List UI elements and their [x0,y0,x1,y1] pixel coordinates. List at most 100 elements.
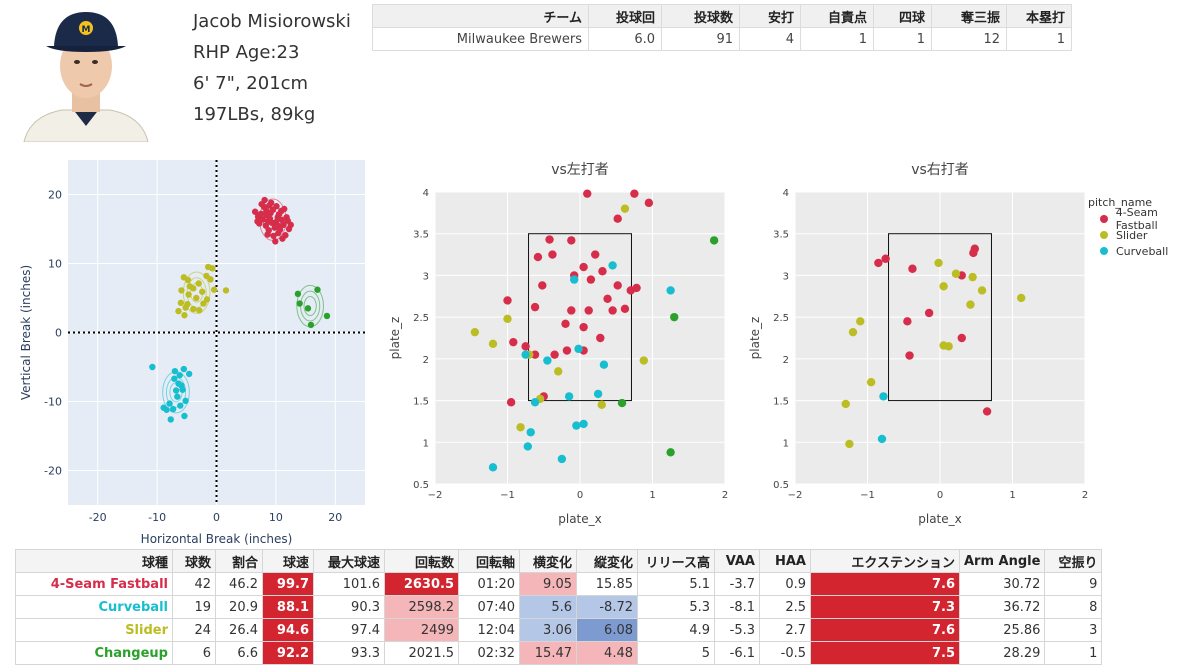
pitch-point [488,463,498,472]
pitch-point [557,454,567,464]
summary-header: チーム [372,4,589,28]
pitch-point [175,307,182,315]
pitch-point [314,286,321,293]
pitch-point [608,261,617,270]
pitch-point [210,286,218,293]
pitch-point [879,392,888,401]
y-tick-label: 10 [48,258,62,271]
pitch-point [181,312,188,319]
legend-item[interactable]: Slider [1088,227,1200,243]
pitch-point [567,236,576,245]
x-tick-label: 1 [1009,490,1015,501]
pitch-point [169,405,177,413]
pitch-point [903,317,912,326]
pitch-point [209,265,216,272]
player-info: Jacob Misiorowski RHP Age:23 6' 7", 201c… [193,6,351,130]
pitch-table-cell: 15.85 [576,572,638,596]
pitch-table-header: 最大球速 [313,549,385,573]
pitch-point [176,372,183,379]
pitch-point [579,322,588,332]
pitch-table-cell: 5.3 [637,595,715,619]
pitch-table-cell: 19 [172,595,216,619]
pitch-table-cell: 2.7 [759,618,811,642]
pitch-point [579,262,588,272]
summary-header: 四球 [873,4,932,28]
pitch-point [881,254,890,263]
pitch-point [182,304,189,311]
pitch-point [178,287,185,294]
pitch-point [570,275,579,284]
pitch-point [1017,293,1026,303]
pitch-point [966,300,975,309]
pitch-point [272,238,279,245]
pitch-table-cell: 8 [1044,595,1103,619]
pitch-table-cell: 7.6 [810,618,960,642]
pitch-point [548,250,557,259]
legend-item[interactable]: 4-Seam Fastball [1088,206,1200,232]
pitch-point [509,337,518,347]
pitch-point [523,442,532,451]
pitch-table-cell: 01:20 [458,572,520,596]
pitch-break-chart: -20 -10 0 10 20 -20 -10 0 10 20 Horizontal Break (… [19,160,365,545]
y-tick-label: 3 [423,271,429,282]
pitch-table-cell: 6.6 [215,641,263,665]
pitch-point [160,404,167,411]
pitch-table-cell: -5.3 [714,618,760,642]
pitch-name-cell: 4-Seam Fastball [15,572,173,596]
pitch-table-cell: 5.6 [519,595,577,619]
y-tick-label: 2 [423,355,429,366]
y-tick-label: -20 [44,465,62,478]
x-tick-label: 0 [213,511,220,524]
pitch-table-row: Slider 24 26.4 94.6 97.4 2499 12:04 3.06 6.08 4.9… [15,618,1103,642]
pitch-point [296,300,303,307]
x-tick-label: 0 [577,490,583,501]
summary-cell: 1 [873,27,932,51]
pitch-table-cell: 26.4 [215,618,263,642]
pitch-point [257,212,264,220]
pitch-point [530,398,540,407]
pitch-table-cell: 4.9 [637,618,715,642]
legend-label: 4-Seam Fastball [1115,206,1158,232]
pitch-table-row: 4-Seam Fastball 42 46.2 99.7 101.6 2630.5 01:2… [15,572,1103,596]
pitch-point [579,419,588,429]
legend-item[interactable]: Curveball [1088,243,1200,259]
pitch-point [670,312,679,322]
pitch-point [561,319,570,329]
pitch-point [530,302,540,312]
pitch-point [934,258,943,268]
y-tick-label: 4 [423,188,429,199]
pitch-point [287,221,294,229]
pitch-point [185,370,193,378]
chart-title: vs右打者 [911,161,969,178]
pitch-point [533,252,543,262]
pitch-table-cell: 0.9 [759,572,811,596]
y-tick-label: 0.5 [413,480,429,491]
pitch-point [620,304,630,313]
summary-cell: 1 [800,27,874,51]
pitch-point [470,327,480,337]
pitch-point [924,308,934,318]
y-tick-label: 20 [48,189,62,202]
y-tick-label: 2 [783,355,789,366]
pitch-point [856,317,865,326]
pitch-point [617,398,627,408]
pitch-table-cell: -6.1 [714,641,760,665]
pitch-point [276,226,284,233]
pitch-point [613,281,622,290]
location-chart-vs-lhh: vs左打者 −2 −1 0 1 2 0.5 1 1.5 2 2.5 3 3.5 4 plate_x plate… [388,161,728,526]
summary-cell: 12 [931,27,1007,51]
pitch-table-cell: 5.1 [637,572,715,596]
pitch-point [503,314,512,324]
pitch-point [254,218,261,225]
pitch-point [841,399,850,409]
pitch-point [190,305,197,313]
pitch-point [939,282,948,291]
x-tick-label: -20 [89,511,107,524]
svg-text:M: M [82,25,91,35]
pitch-point [596,333,605,343]
pitch-point [267,209,274,217]
pitch-point [177,299,185,307]
y-tick-label: 1 [423,438,429,449]
pitch-table-cell: 2630.5 [384,572,459,596]
pitch-name-cell: Slider [15,618,173,642]
